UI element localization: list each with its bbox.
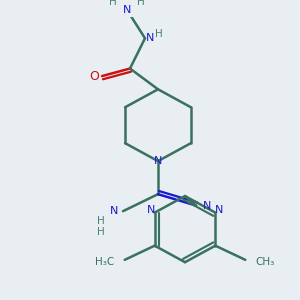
Text: N: N (203, 200, 212, 211)
Text: O: O (89, 70, 99, 83)
Text: N: N (215, 205, 224, 215)
Text: H: H (97, 227, 105, 237)
Text: H₃C: H₃C (95, 257, 115, 267)
Text: N: N (154, 156, 162, 166)
Text: H: H (137, 0, 145, 8)
Text: N: N (146, 205, 155, 215)
Text: H: H (155, 28, 163, 39)
Text: N: N (123, 5, 131, 15)
Text: CH₃: CH₃ (255, 257, 274, 267)
Text: H: H (109, 0, 117, 8)
Text: H: H (97, 216, 105, 226)
Text: N: N (146, 33, 154, 43)
Text: N: N (110, 206, 118, 216)
